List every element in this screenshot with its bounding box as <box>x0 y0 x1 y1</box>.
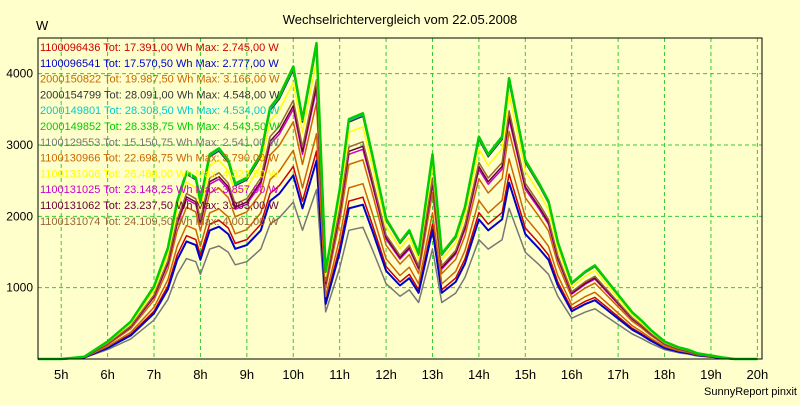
legend-entry-1100096541: 1100096541 Tot: 17.570,50 Wh Max: 2.777,… <box>40 58 279 70</box>
x-tick-label: 14h <box>468 367 490 382</box>
legend-entry-1100130966: 1100130966 Tot: 22.698,75 Wh Max: 3.790,… <box>40 153 279 165</box>
legend-entry-2000150822: 2000150822 Tot: 19.987,50 Wh Max: 3.166,… <box>40 74 280 86</box>
legend-entry-2000154799: 2000154799 Tot: 28.091,00 Wh Max: 4.548,… <box>40 89 280 101</box>
y-tick-label: 1000 <box>6 281 33 295</box>
legend-entry-1100131006: 1100131006 Tot: 26.488,00 Wh Max: 4.323,… <box>40 168 279 180</box>
y-tick-labels: 1000 2000 3000 4000 <box>6 67 33 295</box>
series-line-1100129553 <box>38 188 758 360</box>
series-line-1100130966 <box>38 102 758 360</box>
series-line-2000150822 <box>38 132 758 360</box>
series-line-1100096541 <box>38 159 758 360</box>
x-tick-labels: 5h 6h 7h 8h 9h 10h 11h 12h 13h 14h 15h 16h 17h 18h 19h… <box>54 367 768 382</box>
legend-entry-1100131062: 1100131062 Tot: 23.237,50 Wh Max: 3.903,… <box>40 200 279 212</box>
x-tick-label: 18h <box>654 367 676 382</box>
series-line-1100131074 <box>38 78 758 360</box>
series-lines <box>38 41 758 361</box>
x-tick-label: 17h <box>607 367 629 382</box>
x-tick-label: 16h <box>561 367 583 382</box>
legend: 1100096436 Tot: 17.391,00 Wh Max: 2.745,… <box>40 42 280 228</box>
x-tick-label: 10h <box>282 367 304 382</box>
x-tick-label: 7h <box>147 367 161 382</box>
x-tick-label: 6h <box>100 367 114 382</box>
x-tick-label: 5h <box>54 367 68 382</box>
x-tick-label: 13h <box>422 367 444 382</box>
y-tick-label: 3000 <box>6 138 33 152</box>
series-line-2000149852 <box>38 41 758 361</box>
x-tick-label: 11h <box>329 367 350 382</box>
series-line-1100131006 <box>38 59 758 360</box>
x-tick-label: 12h <box>375 367 397 382</box>
x-tick-label: 9h <box>240 367 254 382</box>
chart-title: Wechselrichtervergleich vom 22.05.2008 <box>283 12 518 27</box>
footer-credit: SunnyReport pinxit <box>704 386 797 398</box>
legend-entry-1100096436: 1100096436 Tot: 17.391,00 Wh Max: 2.745,… <box>40 42 279 54</box>
legend-entry-1100129553: 1100129553 Tot: 15.150,75 Wh Max: 2.541,… <box>40 137 279 149</box>
legend-entry-2000149852: 2000149852 Tot: 28.338,75 Wh Max: 4.543,… <box>40 121 280 133</box>
legend-entry-1100131074: 1100131074 Tot: 24.109,50 Wh Max: 4.001,… <box>40 216 279 228</box>
y-tick-label: 4000 <box>6 67 33 81</box>
plot-border <box>37 37 763 360</box>
x-tick-label: 8h <box>193 367 207 382</box>
legend-entry-1100131025: 1100131025 Tot: 23.148,25 Wh Max: 3.857,… <box>40 184 279 196</box>
x-tick-label: 20h <box>747 367 769 382</box>
legend-entry-2000149801: 2000149801 Tot: 28.308,50 Wh Max: 4.534,… <box>40 105 280 117</box>
x-tick-label: 19h <box>700 367 722 382</box>
y-axis-unit: W <box>36 18 49 33</box>
grid-lines <box>38 38 762 359</box>
x-tick-label: 15h <box>514 367 536 382</box>
y-tick-label: 2000 <box>6 209 33 223</box>
